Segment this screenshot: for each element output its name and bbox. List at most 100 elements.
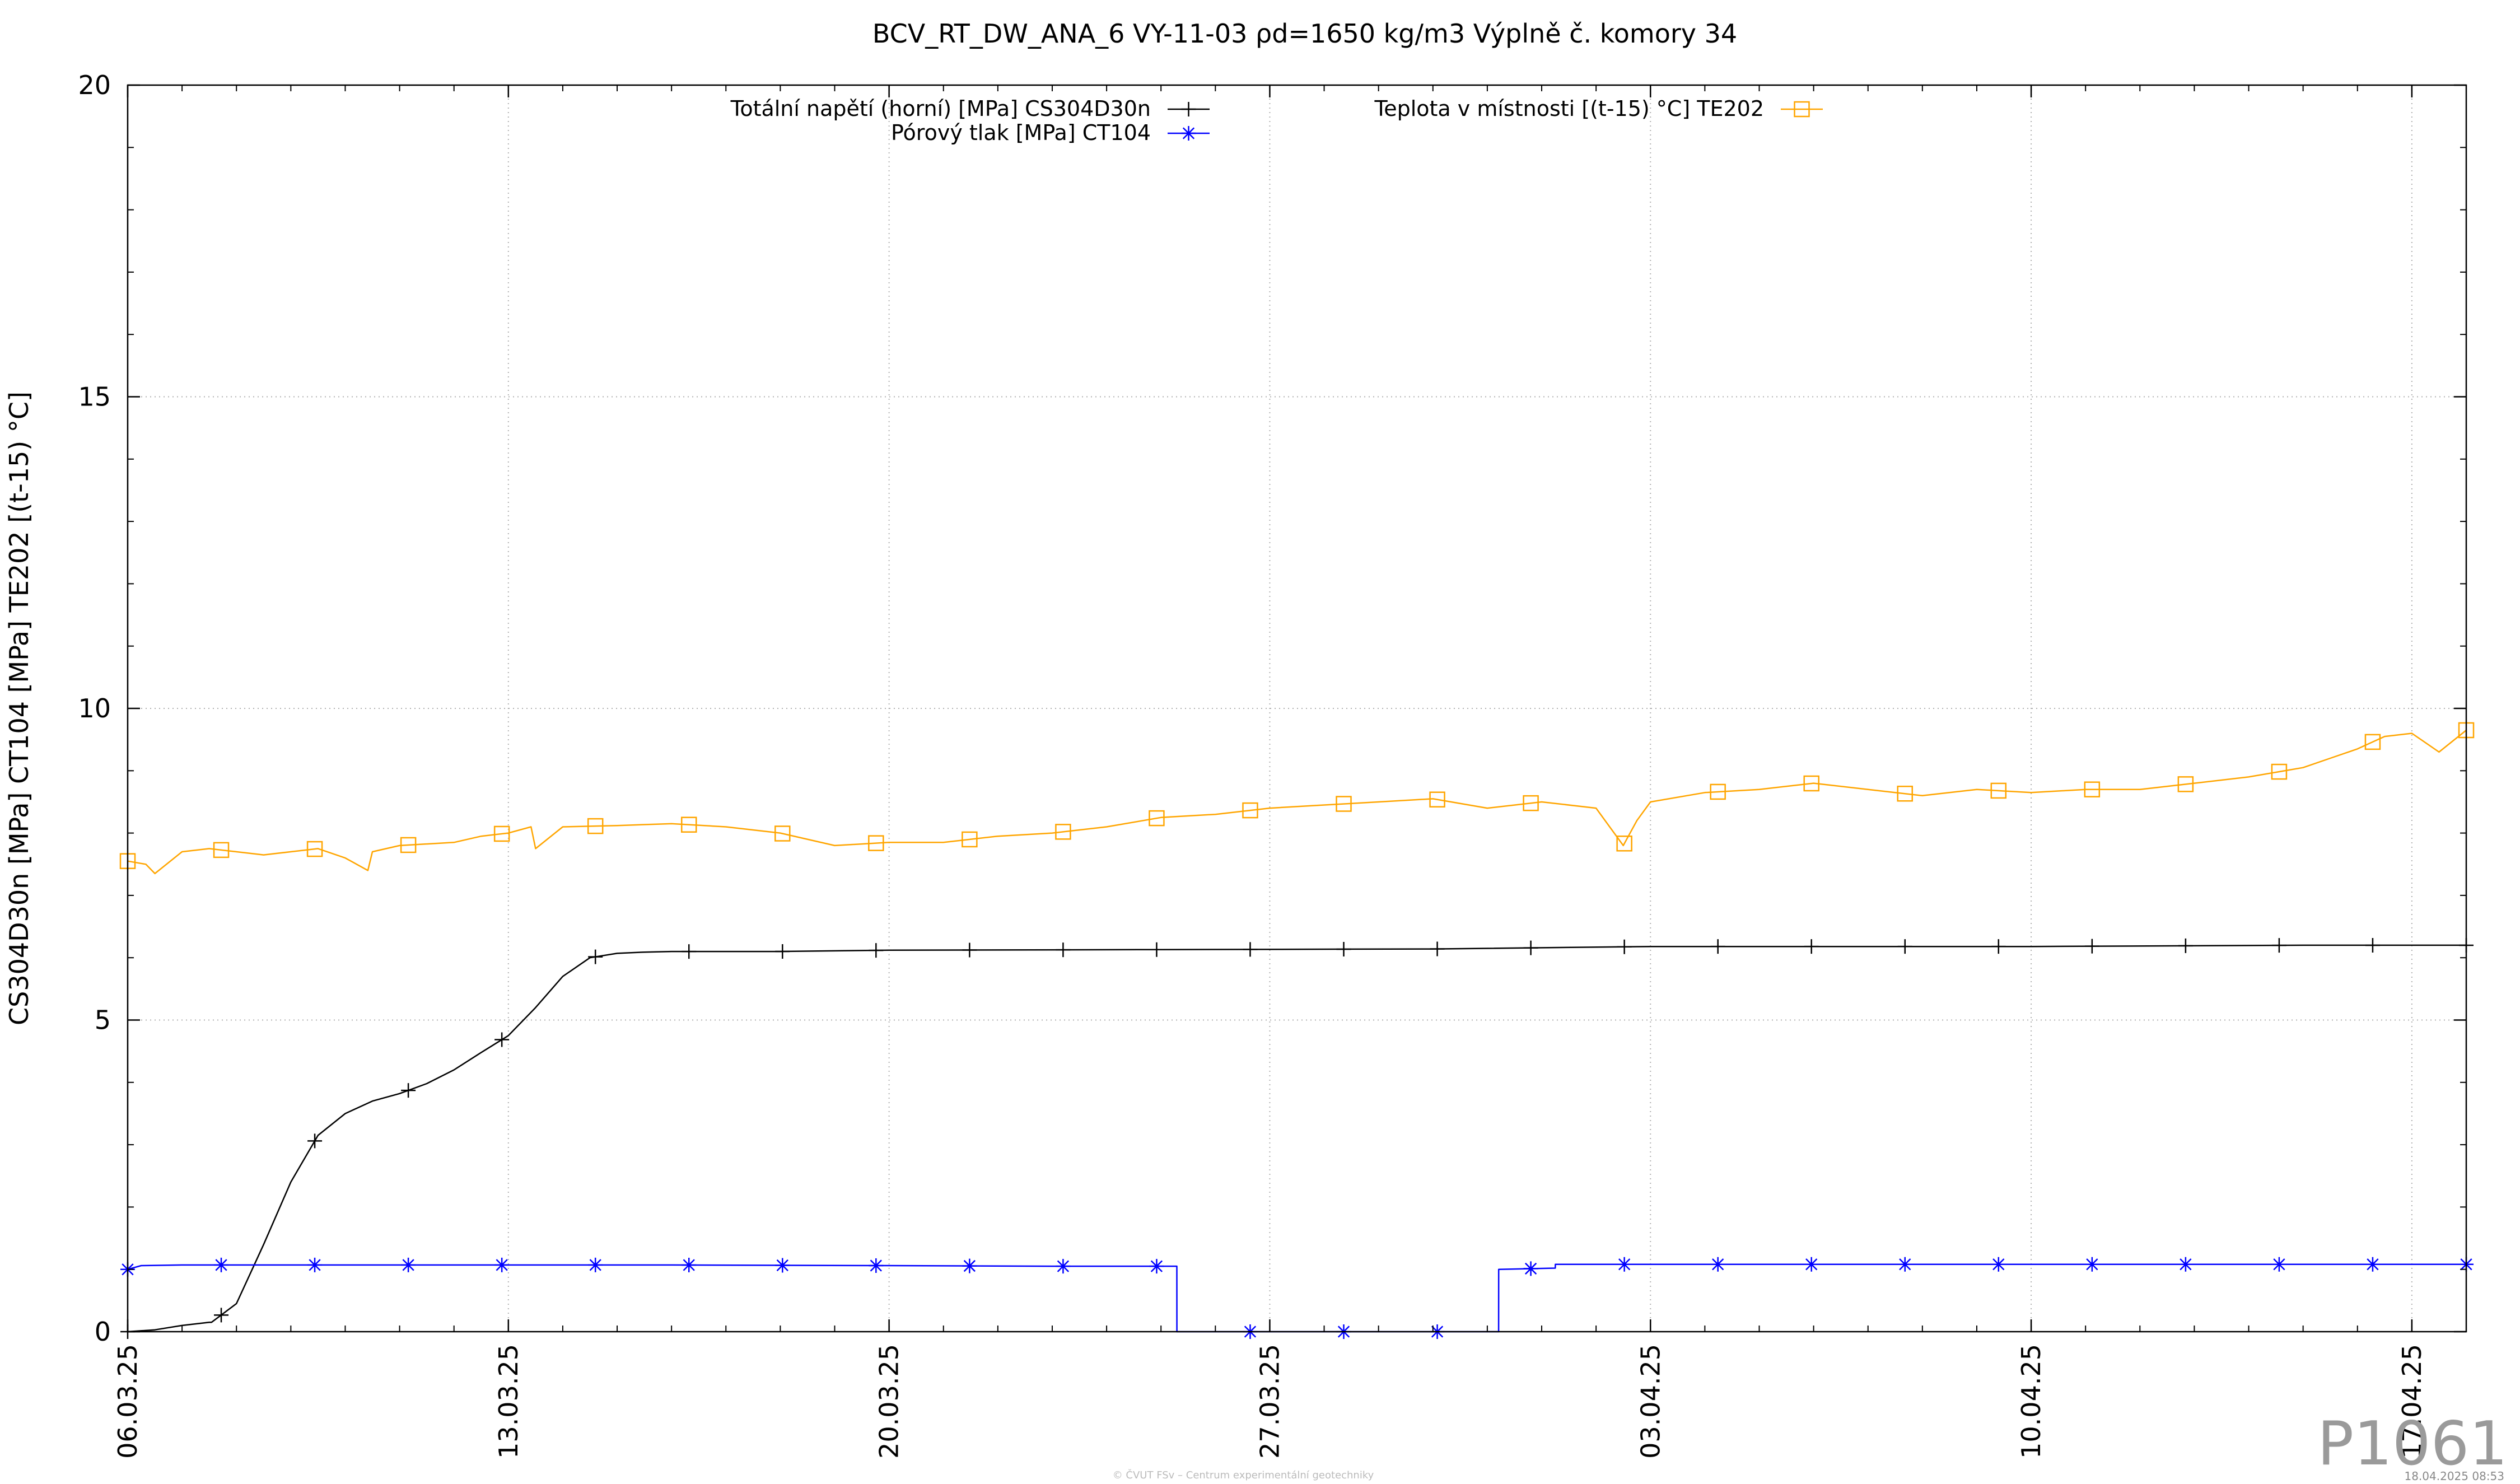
data-point bbox=[1055, 824, 1071, 840]
axis-ticks: 0 5 10 15 20 06.03.25 13.03.25 20.03.25 27.03.25… bbox=[78, 70, 2466, 1459]
legend: Totální napětí (horní) [MPa] CS304D30nPó… bbox=[730, 96, 1823, 145]
data-point bbox=[214, 1308, 229, 1323]
data-point bbox=[401, 1083, 416, 1098]
data-point bbox=[588, 1257, 603, 1272]
data-point bbox=[1897, 786, 1914, 802]
legend-marker bbox=[1794, 101, 1810, 118]
y-tick-label: 0 bbox=[95, 1317, 111, 1347]
x-tick-label: 20.03.25 bbox=[874, 1344, 904, 1459]
footer-timestamp: 18.04.2025 08:53 bbox=[2404, 1469, 2504, 1483]
data-point bbox=[1991, 939, 2006, 954]
data-point bbox=[214, 1257, 229, 1272]
data-point bbox=[2177, 776, 2194, 792]
data-point bbox=[493, 825, 510, 842]
data-point bbox=[1056, 1259, 1071, 1274]
x-tick-label: 03.04.25 bbox=[1635, 1344, 1665, 1459]
data-point bbox=[682, 944, 697, 959]
data-point bbox=[1056, 942, 1071, 958]
legend-label: Pórový tlak [MPa] CT104 bbox=[891, 120, 1151, 145]
x-tick-label: 06.03.25 bbox=[113, 1344, 143, 1459]
y-tick-label: 5 bbox=[95, 1005, 111, 1035]
x-tick-label: 17.04.25 bbox=[2397, 1344, 2427, 1459]
data-point bbox=[306, 841, 323, 857]
data-point bbox=[682, 1258, 697, 1272]
data-point bbox=[494, 1032, 510, 1047]
data-point bbox=[1710, 783, 1726, 800]
data-point bbox=[401, 1257, 416, 1272]
data-point bbox=[1242, 802, 1258, 819]
x-tick-label: 13.03.25 bbox=[493, 1344, 524, 1459]
legend-marker bbox=[1181, 102, 1196, 116]
data-point bbox=[400, 837, 417, 853]
data-point bbox=[2271, 763, 2288, 780]
data-point bbox=[680, 816, 697, 833]
y-tick-label: 10 bbox=[78, 693, 111, 724]
data-point bbox=[1897, 1257, 1912, 1272]
data-point bbox=[2271, 938, 2286, 953]
series-2 bbox=[120, 1257, 2474, 1339]
y-tick-label: 20 bbox=[78, 70, 111, 100]
series-line-3 bbox=[127, 730, 2467, 875]
watermark: P1061 bbox=[2317, 1409, 2508, 1479]
data-point bbox=[587, 818, 604, 834]
data-point bbox=[1990, 782, 2007, 799]
data-point bbox=[494, 1257, 510, 1272]
series-layer bbox=[119, 722, 2475, 1339]
data-point bbox=[869, 1258, 884, 1273]
data-point bbox=[1429, 791, 1445, 808]
data-point bbox=[2084, 781, 2101, 797]
data-point bbox=[775, 944, 790, 959]
data-point bbox=[2084, 1257, 2099, 1272]
grid bbox=[128, 85, 2466, 1332]
data-point bbox=[1804, 939, 1819, 954]
chart-title: BCV_RT_DW_ANA_6 VY-11-03 ρd=1650 kg/m3 V… bbox=[872, 18, 1737, 49]
data-point bbox=[1617, 939, 1632, 954]
y-tick-label: 15 bbox=[78, 382, 111, 412]
data-point bbox=[1149, 810, 1165, 827]
x-tick-label: 27.03.25 bbox=[1254, 1344, 1285, 1459]
data-point bbox=[213, 842, 230, 858]
x-tick-label: 10.04.25 bbox=[2016, 1344, 2046, 1459]
data-point bbox=[1149, 942, 1164, 957]
series-line-1 bbox=[127, 944, 2466, 1333]
data-point bbox=[1804, 1257, 1819, 1272]
data-point bbox=[774, 825, 791, 842]
data-point bbox=[2364, 734, 2381, 750]
data-point bbox=[962, 831, 978, 848]
data-point bbox=[962, 942, 977, 958]
legend-marker bbox=[1181, 126, 1196, 141]
data-point bbox=[1897, 939, 1912, 954]
data-point bbox=[1523, 1261, 1538, 1276]
data-point bbox=[588, 949, 603, 964]
data-point bbox=[775, 1258, 790, 1273]
data-point bbox=[1523, 940, 1538, 955]
data-point bbox=[307, 1133, 323, 1149]
data-point bbox=[1617, 1257, 1632, 1272]
data-point bbox=[307, 1257, 323, 1272]
data-point bbox=[2178, 1257, 2193, 1272]
data-point bbox=[1803, 775, 1819, 792]
legend-label: Totální napětí (horní) [MPa] CS304D30n bbox=[730, 96, 1151, 121]
series-3 bbox=[119, 722, 2475, 875]
data-point bbox=[2178, 938, 2193, 953]
data-point bbox=[869, 943, 884, 958]
data-point bbox=[1523, 795, 1539, 811]
data-point bbox=[1710, 939, 1725, 954]
data-point bbox=[1336, 796, 1352, 812]
series-1 bbox=[120, 937, 2474, 1339]
data-point bbox=[2271, 1257, 2286, 1272]
data-point bbox=[2084, 939, 2099, 954]
data-point bbox=[1149, 1259, 1164, 1274]
data-point bbox=[2365, 937, 2380, 953]
data-point bbox=[1616, 836, 1632, 852]
footer-credit: © ČVUT FSv – Centrum experimentální geot… bbox=[1113, 1469, 1374, 1481]
data-point bbox=[1991, 1257, 2006, 1272]
data-point bbox=[1336, 941, 1351, 956]
data-point bbox=[2365, 1257, 2380, 1272]
data-point bbox=[962, 1258, 977, 1273]
data-point bbox=[1243, 942, 1258, 957]
legend-label: Teplota v místnosti [(t-15) °C] TE202 bbox=[1374, 96, 1764, 121]
y-axis-label: CS304D30n [MPa] CT104 [MPa] TE202 [(t-15… bbox=[4, 391, 34, 1025]
series-line-2 bbox=[127, 1263, 2466, 1333]
